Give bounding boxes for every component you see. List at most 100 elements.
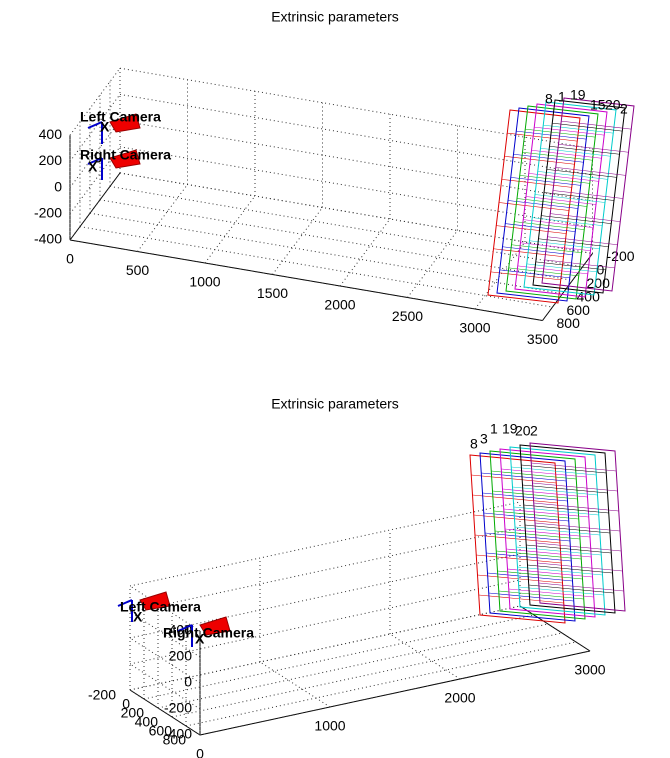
board-grid bbox=[523, 219, 594, 228]
axis-line bbox=[69, 239, 543, 321]
grid-line bbox=[185, 641, 577, 727]
board-grid bbox=[473, 514, 559, 524]
x-tick-label: 1500 bbox=[257, 285, 288, 301]
z-tick-label: 0 bbox=[54, 178, 62, 194]
x-tick-label: 3000 bbox=[459, 320, 490, 336]
calibration-board bbox=[519, 444, 616, 614]
grid-line bbox=[129, 579, 521, 665]
board-grid bbox=[513, 506, 599, 516]
board-grid bbox=[552, 122, 623, 132]
board-grid bbox=[494, 530, 581, 540]
board-grid bbox=[527, 564, 613, 574]
y-tick-label: 800 bbox=[557, 315, 581, 331]
board-grid bbox=[561, 120, 632, 130]
board-grid bbox=[504, 528, 591, 538]
calibration-board bbox=[529, 442, 626, 612]
board-grid bbox=[517, 566, 603, 576]
calibration-board bbox=[505, 105, 599, 300]
board-grid bbox=[518, 586, 604, 596]
calibration-board bbox=[532, 99, 626, 294]
board-grid bbox=[532, 482, 618, 492]
board-grid bbox=[536, 542, 622, 552]
camera-axis bbox=[117, 599, 133, 607]
board-grid bbox=[546, 169, 617, 178]
x-tick-label: 3500 bbox=[527, 331, 558, 347]
board-label: 8 bbox=[545, 91, 553, 107]
board-grid bbox=[523, 504, 609, 514]
grid-line bbox=[129, 501, 521, 587]
board-grid bbox=[544, 259, 615, 269]
x-tick-label: 2000 bbox=[324, 297, 355, 313]
board-grid bbox=[493, 510, 579, 520]
grid-line bbox=[129, 553, 521, 639]
board-grid bbox=[520, 242, 591, 252]
board-grid bbox=[517, 265, 588, 275]
board-grid bbox=[531, 462, 617, 472]
board-label: 19 bbox=[502, 421, 518, 437]
board-grid bbox=[543, 192, 615, 201]
board-grid bbox=[503, 508, 589, 518]
board-grid bbox=[478, 594, 564, 604]
camera bbox=[199, 616, 231, 636]
board-grid bbox=[521, 464, 607, 474]
z-tick-label: -400 bbox=[164, 726, 192, 742]
board-grid bbox=[528, 584, 614, 594]
calibration-board bbox=[541, 97, 635, 292]
board-grid bbox=[471, 474, 557, 484]
board-label: 1 bbox=[558, 89, 566, 105]
board-grid bbox=[482, 492, 568, 502]
camera-axis bbox=[87, 157, 103, 165]
board-grid bbox=[526, 263, 597, 273]
x-tick-label: 3000 bbox=[574, 662, 605, 678]
board-grid bbox=[555, 167, 626, 176]
chart-title: Extrinsic parameters bbox=[271, 396, 399, 412]
board-grid bbox=[534, 522, 621, 532]
camera-label: Left Camera bbox=[120, 599, 201, 615]
calibration-board bbox=[469, 454, 566, 624]
board-grid bbox=[524, 524, 611, 534]
board-grid bbox=[525, 196, 597, 205]
grid-line bbox=[129, 605, 521, 691]
board-grid bbox=[512, 486, 598, 496]
x-tick-label: 500 bbox=[126, 262, 150, 278]
board-grid bbox=[506, 548, 592, 558]
x-tick-label: 1000 bbox=[189, 274, 220, 290]
calibration-board bbox=[496, 107, 590, 302]
grid-line bbox=[143, 614, 535, 700]
x-tick-label: 0 bbox=[196, 746, 204, 758]
camera-label: Left Camera bbox=[80, 109, 161, 125]
y-tick-label: -200 bbox=[88, 687, 116, 703]
y-tick-label: 600 bbox=[567, 302, 591, 318]
board-grid bbox=[528, 173, 599, 182]
board-label: 2 bbox=[620, 101, 628, 117]
camera bbox=[109, 113, 141, 133]
x-tick-label: 1000 bbox=[314, 718, 345, 734]
board-grid bbox=[476, 554, 562, 564]
z-tick-label: -200 bbox=[34, 205, 62, 221]
chart-title: Extrinsic parameters bbox=[271, 9, 399, 25]
board-grid bbox=[538, 238, 609, 248]
y-tick-label: 800 bbox=[163, 732, 187, 748]
grid-line bbox=[129, 527, 521, 613]
board-grid bbox=[552, 190, 624, 199]
board-grid bbox=[502, 488, 588, 498]
board-label: 20 bbox=[605, 97, 621, 113]
board-grid bbox=[535, 261, 606, 271]
board-grid bbox=[486, 552, 572, 562]
z-tick-label: 0 bbox=[184, 674, 192, 690]
y-tick-label: -200 bbox=[607, 248, 635, 264]
calibration-board bbox=[487, 109, 581, 304]
board-grid bbox=[514, 526, 601, 536]
grid-line bbox=[157, 623, 549, 709]
z-tick-label: 200 bbox=[39, 152, 63, 168]
board-grid bbox=[496, 550, 582, 560]
board-label: 3 bbox=[480, 431, 488, 447]
y-tick-label: 200 bbox=[121, 705, 145, 721]
board-grid bbox=[533, 502, 619, 512]
camera-label: Right Camera bbox=[163, 625, 254, 641]
board-grid bbox=[488, 592, 574, 602]
z-tick-label: 400 bbox=[39, 126, 63, 142]
camera-label: X bbox=[195, 631, 205, 647]
